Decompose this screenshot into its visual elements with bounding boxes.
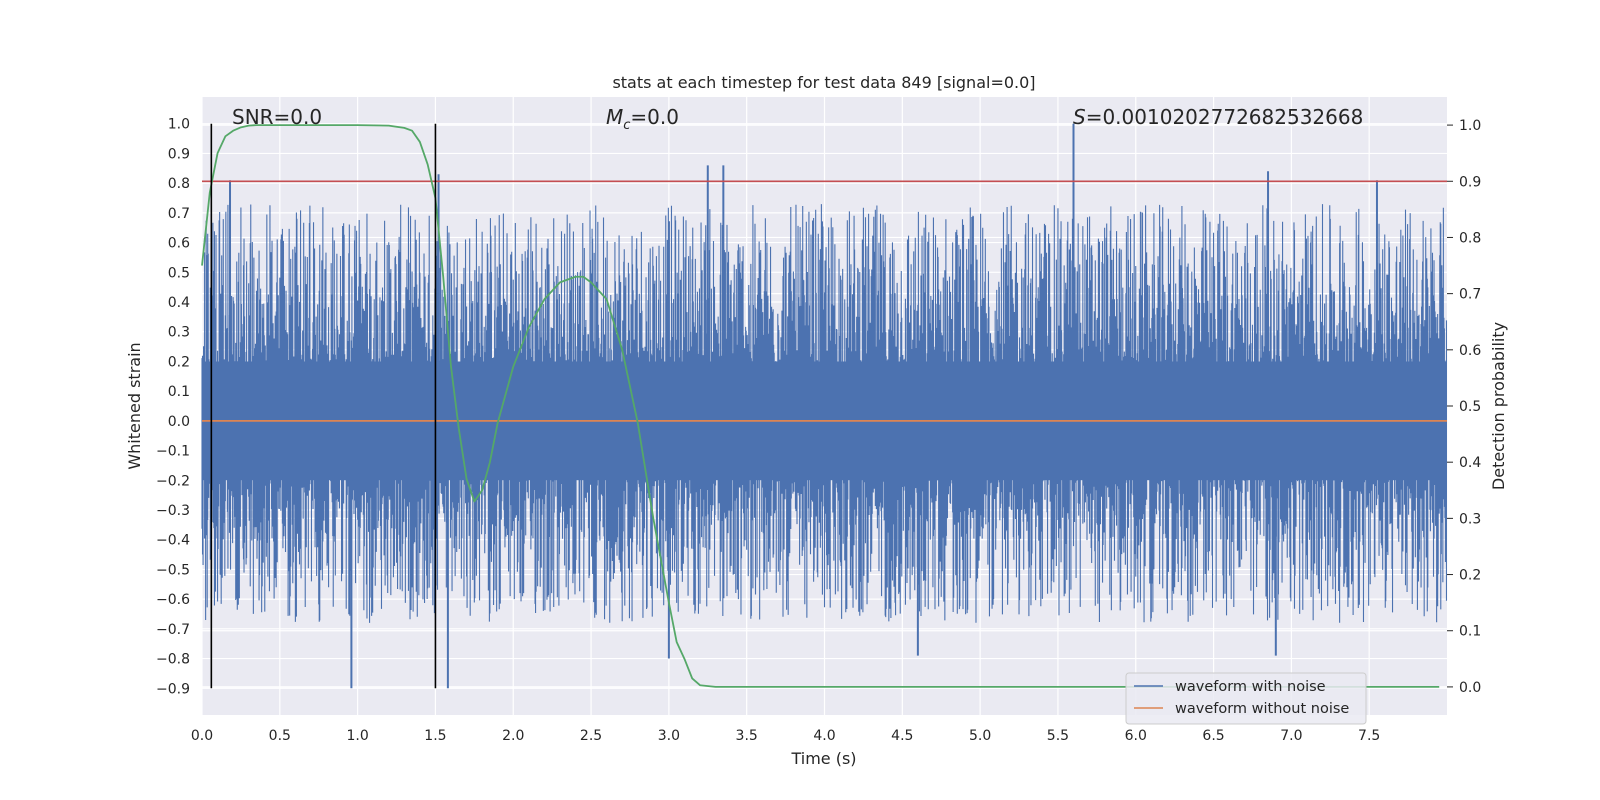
y2-tick-label: 0.9 [1459,174,1481,190]
y2-tick-label: 0.5 [1459,399,1481,415]
y2-axis-ticks: 1.0 0.9 0.8 0.7 0.6 0.5 0.4 0.3 0.2 0.1 0.0 [1447,118,1481,696]
y2-tick-label: 0.6 [1459,343,1481,359]
y2-axis-label: Detection probability [1489,322,1508,490]
annotation-mc-symbol: M [606,105,623,129]
y-tick-label: 0.5 [168,265,190,281]
y2-tick-label: 0.1 [1459,624,1481,640]
y2-tick-label: 0.3 [1459,511,1481,527]
y-tick-label: −0.1 [156,444,190,460]
x-tick-label: 3.0 [658,728,680,744]
y-tick-label: 0.1 [168,384,190,400]
y2-tick-label: 0.4 [1459,455,1481,471]
annotation-mc-value: =0.0 [630,105,679,129]
x-tick-label: 7.0 [1280,728,1302,744]
legend-label-clean: waveform without noise [1175,701,1349,717]
x-tick-label: 6.0 [1125,728,1147,744]
legend-box [1125,672,1367,725]
y-tick-label: 0.8 [168,176,190,192]
y-tick-label: 0.9 [168,146,190,162]
x-tick-label: 0.5 [269,728,291,744]
legend: waveform with noise waveform without noi… [1125,672,1367,725]
annotation-s-symbol: S [1073,105,1086,129]
y2-tick-label: 1.0 [1459,118,1481,134]
y-tick-label: 0.6 [168,236,190,252]
x-tick-label: 5.5 [1047,728,1069,744]
annotation-s-value: =0.0010202772682532668 [1086,105,1364,129]
y2-tick-label: 0.2 [1459,568,1481,584]
x-tick-label: 0.0 [191,728,213,744]
y-tick-label: 0.2 [168,354,190,370]
chart-title: stats at each timestep for test data 849… [612,73,1035,92]
x-tick-label: 2.0 [502,728,524,744]
y-tick-label: −0.9 [156,681,190,697]
y-tick-label: −0.2 [156,473,190,489]
annotation-mc-subscript: c [623,118,630,133]
y-tick-label: 1.0 [168,117,190,133]
x-tick-label: 1.5 [424,728,446,744]
y-tick-label: 0.4 [168,295,190,311]
y-tick-label: 0.0 [168,414,190,430]
legend-label-noise: waveform with noise [1175,679,1326,695]
x-tick-label: 4.0 [813,728,835,744]
y-axis-ticks: 1.0 0.9 0.8 0.7 0.6 0.5 0.4 0.3 0.2 0.1 0.0 −0.1 −0.… [156,117,190,698]
x-tick-label: 2.5 [580,728,602,744]
y-axis-label: Whitened strain [125,342,144,469]
series-detection-probability [201,124,1440,688]
annotation-chirp-mass: Mc=0.0 [606,105,679,133]
x-axis-label: Time (s) [790,749,856,768]
series-layer [201,123,1447,689]
x-axis-ticks: 0.0 0.5 1.0 1.5 2.0 2.5 3.0 3.5 4.0 4.5 5.0 5.5 6.0 6… [191,728,1380,744]
y-tick-label: −0.6 [156,592,190,608]
y2-tick-label: 0.7 [1459,287,1481,303]
y-tick-label: 0.7 [168,206,190,222]
x-tick-label: 4.5 [891,728,913,744]
x-tick-label: 7.5 [1358,728,1380,744]
y-tick-label: −0.4 [156,533,190,549]
y-tick-label: −0.3 [156,503,190,519]
annotation-snr: SNR=0.0 [232,105,322,129]
y-tick-label: 0.3 [168,325,190,341]
x-tick-label: 1.0 [346,728,368,744]
x-tick-label: 5.0 [969,728,991,744]
x-tick-label: 6.5 [1202,728,1224,744]
y-tick-label: −0.8 [156,652,190,668]
x-tick-label: 3.5 [736,728,758,744]
y2-tick-label: 0.0 [1459,680,1481,696]
y-tick-label: −0.5 [156,562,190,578]
annotation-s: S=0.0010202772682532668 [1073,105,1363,129]
y-tick-label: −0.7 [156,622,190,638]
y2-tick-label: 0.8 [1459,230,1481,246]
